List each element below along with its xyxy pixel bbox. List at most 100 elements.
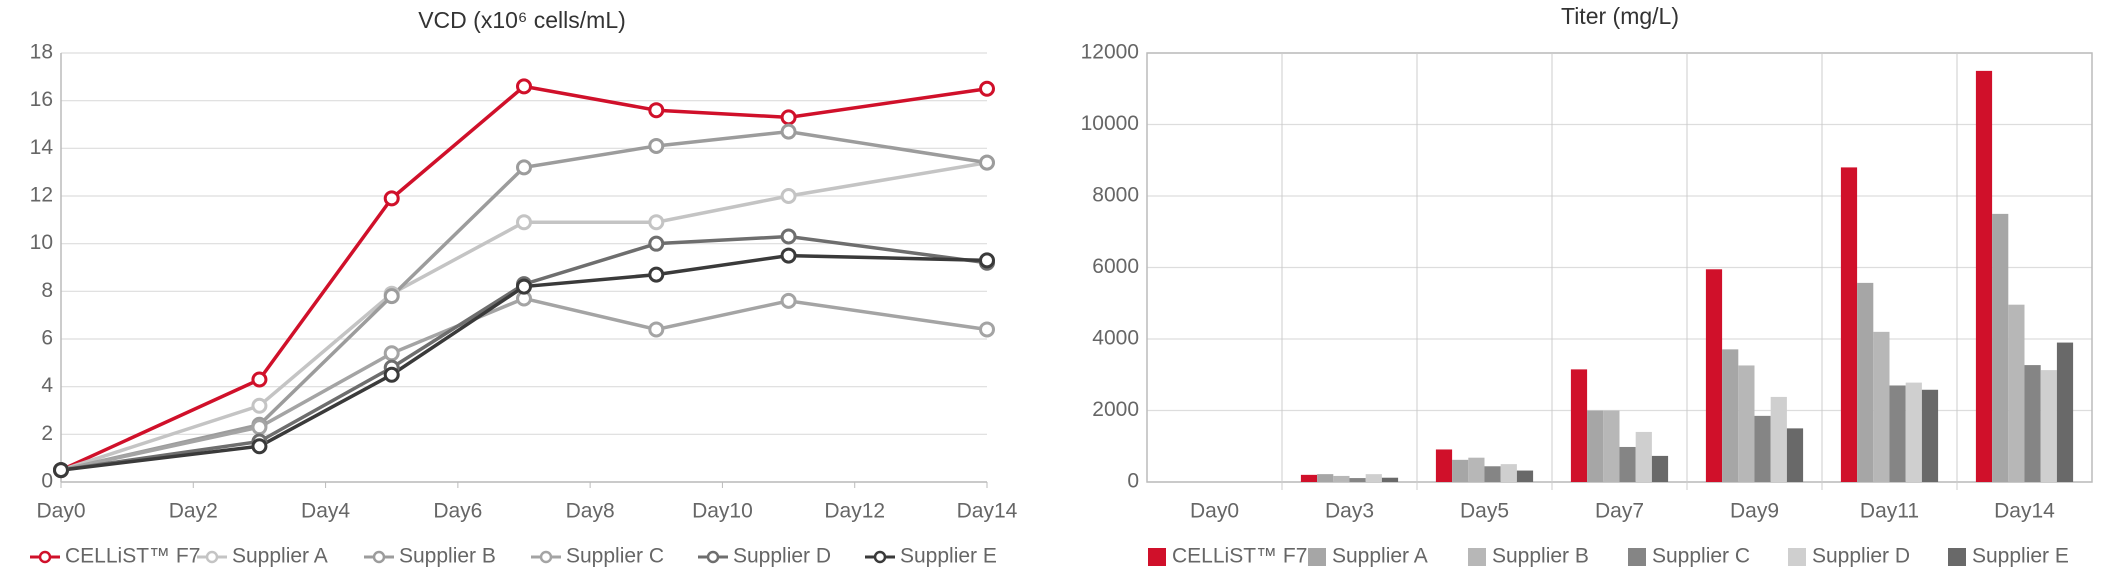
- point: [979, 321, 995, 338]
- y-tick-label: 0: [41, 470, 53, 493]
- legend-marker: [372, 550, 386, 564]
- point: [516, 278, 532, 295]
- point: [648, 102, 665, 119]
- point: [780, 228, 797, 245]
- y-tick-label: 8000: [1092, 184, 1139, 207]
- y-tick-label: 2000: [1092, 398, 1139, 421]
- point: [780, 188, 797, 204]
- point: [979, 80, 995, 97]
- y-tick-label: 4: [41, 374, 53, 397]
- point: [648, 235, 665, 252]
- x-tick-label: Day2: [169, 500, 218, 523]
- bar: [1603, 410, 1620, 482]
- bar: [2024, 365, 2041, 482]
- bar: [1452, 459, 1469, 482]
- y-tick-label: 4000: [1092, 327, 1139, 350]
- legend-label: Supplier B: [1492, 545, 1589, 568]
- point: [780, 247, 797, 264]
- y-tick-label: 0: [1127, 470, 1139, 493]
- point: [648, 137, 665, 154]
- y-tick-label: 12000: [1081, 41, 1139, 64]
- x-tick-label: Day11: [1860, 500, 1919, 523]
- point: [383, 190, 400, 207]
- bar: [1857, 282, 1874, 482]
- point: [780, 109, 797, 126]
- point: [648, 266, 665, 283]
- legend-label: CELLiST™ F7: [65, 545, 200, 568]
- point: [516, 159, 532, 176]
- legend-label: Supplier D: [1812, 545, 1910, 568]
- legend-label: Supplier D: [733, 545, 831, 568]
- x-tick-label: Day0: [36, 500, 85, 523]
- point: [251, 438, 268, 455]
- bar: [1738, 365, 1755, 482]
- bar: [1570, 369, 1588, 482]
- point: [251, 397, 268, 414]
- bar: [1754, 415, 1771, 482]
- y-tick-label: 18: [30, 41, 53, 64]
- line-series: [60, 296, 988, 472]
- bar: [1333, 475, 1350, 482]
- bar: [1873, 331, 1890, 482]
- x-tick-label: Day6: [433, 500, 482, 523]
- bar: [1468, 457, 1485, 482]
- legend-swatch: [1948, 548, 1966, 566]
- legend-swatch: [1308, 548, 1326, 566]
- bar: [1786, 428, 1804, 482]
- point: [251, 419, 268, 436]
- bar: [1651, 455, 1669, 482]
- bar: [1300, 474, 1318, 482]
- point: [383, 345, 400, 362]
- y-tick-label: 8: [41, 279, 53, 302]
- bar: [1435, 449, 1453, 482]
- legend-marker: [539, 550, 553, 564]
- legend-swatch: [1468, 548, 1486, 566]
- bar: [1484, 466, 1501, 482]
- x-tick-label: Day14: [957, 500, 1018, 523]
- bar: [1975, 70, 1993, 482]
- point: [53, 462, 69, 479]
- y-tick-label: 2: [41, 422, 53, 445]
- legend-swatch: [1788, 548, 1806, 566]
- legend-label: Supplier C: [1652, 545, 1750, 568]
- legend-marker: [205, 550, 219, 564]
- bar: [1905, 382, 1922, 482]
- legend-marker: [38, 550, 52, 564]
- bar: [2040, 370, 2057, 482]
- line-series: [60, 234, 988, 472]
- y-tick-label: 16: [30, 88, 53, 111]
- bar: [1635, 431, 1652, 482]
- line-series: [60, 160, 988, 472]
- point: [648, 214, 665, 231]
- legend-marker: [873, 550, 887, 564]
- legend-swatch: [1628, 548, 1646, 566]
- bar: [1921, 389, 1939, 482]
- x-tick-label: Day0: [1190, 500, 1239, 523]
- x-tick-label: Day14: [1994, 500, 2055, 523]
- y-tick-label: 6000: [1092, 255, 1139, 278]
- bar: [1516, 470, 1534, 482]
- bar: [1500, 464, 1517, 482]
- legend-label: Supplier A: [1332, 545, 1428, 568]
- bar: [1722, 349, 1739, 482]
- point: [979, 154, 995, 171]
- x-tick-label: Day8: [566, 500, 615, 523]
- y-tick-label: 12: [30, 184, 53, 207]
- bar: [2056, 342, 2074, 482]
- legend-label: Supplier E: [1972, 545, 2069, 568]
- bar: [1992, 213, 2009, 482]
- legend-label: CELLiST™ F7: [1172, 545, 1307, 568]
- bar: [1770, 396, 1787, 482]
- x-tick-label: Day7: [1595, 500, 1644, 523]
- y-tick-label: 6: [41, 327, 53, 350]
- bar: [1889, 385, 1906, 482]
- x-tick-label: Day3: [1325, 500, 1374, 523]
- point: [780, 292, 797, 309]
- legend-marker: [706, 550, 720, 564]
- x-tick-label: Day5: [1460, 500, 1509, 523]
- bar: [1587, 410, 1604, 482]
- x-tick-label: Day4: [301, 500, 350, 523]
- point: [516, 214, 532, 231]
- point: [979, 252, 995, 269]
- bar: [1840, 167, 1858, 482]
